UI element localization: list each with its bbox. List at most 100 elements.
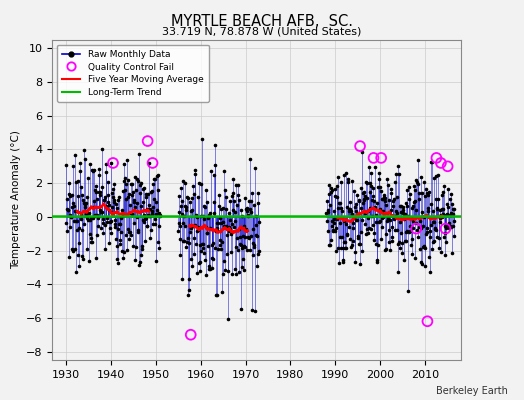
Point xyxy=(449,206,457,212)
Point xyxy=(236,233,244,240)
Point xyxy=(398,250,406,256)
Point xyxy=(96,189,104,195)
Point xyxy=(73,178,82,184)
Point xyxy=(383,176,391,182)
Point xyxy=(238,213,246,220)
Point xyxy=(209,209,217,216)
Point xyxy=(249,225,258,232)
Point xyxy=(213,220,222,226)
Point xyxy=(254,190,263,196)
Point xyxy=(328,223,336,229)
Point xyxy=(436,212,445,218)
Point xyxy=(426,228,434,234)
Point xyxy=(143,222,151,229)
Point xyxy=(111,224,119,230)
Point xyxy=(337,208,346,214)
Point xyxy=(143,223,151,229)
Point xyxy=(249,252,257,258)
Point xyxy=(152,210,160,217)
Point xyxy=(200,203,208,209)
Point xyxy=(328,187,336,193)
Point xyxy=(204,263,213,269)
Point xyxy=(156,212,164,218)
Point xyxy=(188,207,196,214)
Point xyxy=(150,176,159,182)
Point xyxy=(182,204,191,210)
Point xyxy=(407,235,416,242)
Point xyxy=(255,248,263,254)
Point xyxy=(188,263,196,269)
Point xyxy=(405,184,413,190)
Point xyxy=(86,231,94,237)
Point xyxy=(439,211,447,217)
Point xyxy=(198,135,206,142)
Point xyxy=(138,243,146,250)
Point xyxy=(339,244,347,251)
Point xyxy=(220,258,228,264)
Point xyxy=(397,203,405,209)
Point xyxy=(103,219,111,226)
Point xyxy=(66,224,74,230)
Point xyxy=(326,201,334,208)
Point xyxy=(237,264,246,270)
Point xyxy=(414,157,422,164)
Point xyxy=(406,228,414,235)
Point xyxy=(344,175,352,182)
Point xyxy=(150,175,158,182)
Point xyxy=(139,199,147,205)
Point xyxy=(389,198,397,204)
Point xyxy=(94,215,102,221)
Point xyxy=(382,246,390,252)
Point xyxy=(393,194,401,200)
Point xyxy=(252,222,260,228)
Point xyxy=(352,201,361,207)
Point xyxy=(225,226,234,232)
Point xyxy=(104,240,113,246)
Point xyxy=(200,250,209,256)
Point xyxy=(184,292,192,298)
Point xyxy=(250,201,259,208)
Point xyxy=(205,266,214,272)
Point xyxy=(219,270,227,277)
Text: Berkeley Earth: Berkeley Earth xyxy=(436,386,508,396)
Point xyxy=(375,170,384,176)
Point xyxy=(358,148,367,155)
Point xyxy=(196,242,204,248)
Point xyxy=(135,262,143,269)
Point xyxy=(363,180,372,186)
Point xyxy=(83,246,91,252)
Point xyxy=(205,212,213,219)
Point xyxy=(228,221,236,227)
Point xyxy=(64,254,73,260)
Point xyxy=(359,189,367,196)
Point xyxy=(140,219,148,225)
Point xyxy=(121,249,129,255)
Point xyxy=(424,208,432,214)
Point xyxy=(419,178,428,185)
Point xyxy=(362,179,370,186)
Point xyxy=(72,268,80,275)
Point xyxy=(100,197,108,203)
Point xyxy=(94,223,102,229)
Point xyxy=(418,190,427,196)
Point xyxy=(421,192,430,199)
Point xyxy=(108,186,117,192)
Point xyxy=(216,246,225,252)
Point xyxy=(176,252,184,259)
Point xyxy=(82,200,90,206)
Point xyxy=(432,155,441,161)
Point xyxy=(412,207,421,214)
Point xyxy=(234,247,243,254)
Point xyxy=(391,227,400,233)
Point xyxy=(133,200,141,206)
Point xyxy=(396,244,405,251)
Point xyxy=(239,233,247,239)
Point xyxy=(322,210,331,216)
Point xyxy=(252,213,260,219)
Point xyxy=(346,244,355,250)
Point xyxy=(326,185,335,191)
Point xyxy=(395,171,403,178)
Point xyxy=(359,195,368,202)
Point xyxy=(82,215,91,222)
Point xyxy=(87,215,95,221)
